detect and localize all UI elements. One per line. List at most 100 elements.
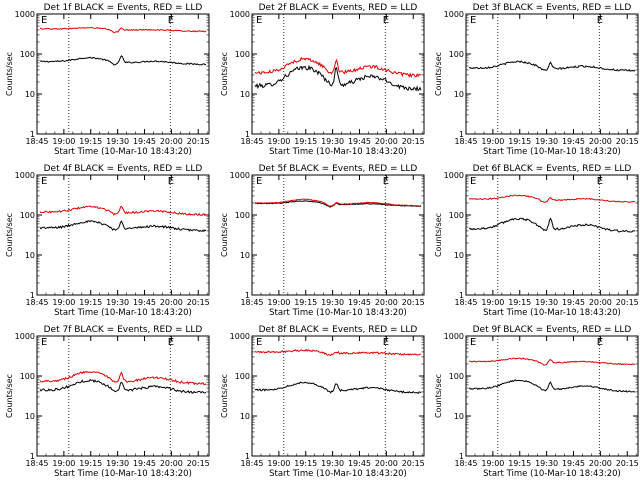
y-tick-label: 1000 bbox=[444, 171, 464, 180]
y-tick-label: 10 bbox=[25, 412, 35, 421]
x-tick-label: 20:15 bbox=[402, 298, 425, 307]
x-tick-label: 19:00 bbox=[52, 298, 75, 307]
y-tick-label: 10 bbox=[25, 251, 35, 260]
y-tick-label: 1 bbox=[245, 452, 250, 461]
y-axis-label: Counts/sec bbox=[220, 213, 229, 257]
event-marker-label: E bbox=[256, 337, 262, 348]
plot-frame bbox=[465, 174, 639, 296]
series-line-black bbox=[39, 220, 207, 233]
x-tick-label: 19:00 bbox=[267, 298, 290, 307]
y-axis-label: Counts/sec bbox=[5, 374, 14, 418]
event-marker-label: E bbox=[470, 15, 476, 26]
y-tick-label: 10 bbox=[454, 412, 464, 421]
y-tick-label: 100 bbox=[449, 211, 464, 220]
x-tick-label: 19:45 bbox=[348, 459, 371, 468]
y-tick-label: 100 bbox=[20, 211, 35, 220]
x-tick-label: 20:15 bbox=[616, 298, 639, 307]
x-tick-label: 20:00 bbox=[160, 137, 183, 146]
x-tick-label: 18:45 bbox=[25, 459, 48, 468]
event-marker-label: E bbox=[168, 337, 174, 348]
event-marker-label: E bbox=[383, 15, 389, 26]
panel-det-1: Det 1f BLACK = Events, RED = LLD E E 1 10 100… bbox=[5, 3, 210, 157]
y-tick-label: 1 bbox=[245, 291, 250, 300]
x-tick-label: 19:00 bbox=[481, 137, 504, 146]
x-tick-label: 19:45 bbox=[133, 459, 156, 468]
x-tick-label: 19:00 bbox=[481, 298, 504, 307]
x-tick-label: 19:15 bbox=[294, 137, 317, 146]
x-axis-label: Start Time (10-Mar-10 18:43:20) bbox=[54, 147, 192, 157]
x-tick-label: 19:30 bbox=[106, 137, 129, 146]
event-marker-label: E bbox=[470, 337, 476, 348]
panel-title: Det 1f BLACK = Events, RED = LLD bbox=[44, 3, 203, 13]
series-line-black bbox=[39, 378, 207, 395]
x-axis-label: Start Time (10-Mar-10 18:43:20) bbox=[54, 469, 192, 479]
panel-title: Det 7f BLACK = Events, RED = LLD bbox=[44, 325, 203, 335]
x-tick-label: 19:45 bbox=[562, 137, 585, 146]
x-axis-label: Start Time (10-Mar-10 18:43:20) bbox=[269, 147, 407, 157]
y-tick-label: 10 bbox=[454, 90, 464, 99]
y-tick-label: 1 bbox=[459, 452, 464, 461]
x-tick-label: 19:15 bbox=[508, 298, 531, 307]
x-tick-label: 19:00 bbox=[267, 137, 290, 146]
plot-frame bbox=[465, 13, 639, 135]
x-tick-label: 19:30 bbox=[535, 298, 558, 307]
panel-det-9: Det 9f BLACK = Events, RED = LLD E E 1 10 100… bbox=[434, 325, 639, 479]
x-tick-label: 18:45 bbox=[454, 137, 477, 146]
y-tick-label: 100 bbox=[20, 50, 35, 59]
y-tick-label: 100 bbox=[449, 50, 464, 59]
event-marker-label: E bbox=[383, 337, 389, 348]
panel-det-6: Det 6f BLACK = Events, RED = LLD E E 1 10 100… bbox=[434, 164, 639, 318]
series-line-red bbox=[39, 26, 207, 34]
y-tick-label: 1000 bbox=[444, 10, 464, 19]
x-tick-label: 20:15 bbox=[616, 459, 639, 468]
y-tick-label: 10 bbox=[240, 90, 250, 99]
series-line-black bbox=[254, 64, 422, 92]
x-tick-label: 20:15 bbox=[187, 459, 210, 468]
y-tick-label: 100 bbox=[235, 211, 250, 220]
x-tick-label: 19:15 bbox=[508, 137, 531, 146]
x-tick-label: 19:30 bbox=[321, 137, 344, 146]
series-line-red bbox=[468, 194, 636, 203]
panel-title: Det 4f BLACK = Events, RED = LLD bbox=[44, 164, 203, 174]
y-tick-label: 1 bbox=[459, 130, 464, 139]
y-axis-label: Counts/sec bbox=[220, 52, 229, 96]
x-tick-label: 20:00 bbox=[589, 298, 612, 307]
panel-det-5: Det 5f BLACK = Events, RED = LLD E E 1 10 100… bbox=[220, 164, 425, 318]
series-line-black bbox=[254, 381, 422, 395]
event-marker-label: E bbox=[41, 15, 47, 26]
x-tick-label: 19:00 bbox=[52, 137, 75, 146]
y-tick-label: 1 bbox=[30, 452, 35, 461]
y-tick-label: 100 bbox=[20, 372, 35, 381]
series-line-red bbox=[468, 357, 636, 366]
x-tick-label: 18:45 bbox=[240, 298, 263, 307]
x-tick-label: 19:15 bbox=[79, 298, 102, 307]
y-tick-label: 1000 bbox=[444, 332, 464, 341]
plot-frame bbox=[251, 335, 425, 457]
event-marker-label: E bbox=[256, 15, 262, 26]
x-tick-label: 20:00 bbox=[589, 137, 612, 146]
x-tick-label: 19:00 bbox=[267, 459, 290, 468]
x-tick-label: 18:45 bbox=[25, 137, 48, 146]
x-tick-label: 20:00 bbox=[589, 459, 612, 468]
panel-det-7: Det 7f BLACK = Events, RED = LLD E E 1 10 100… bbox=[5, 325, 210, 479]
x-axis-label: Start Time (10-Mar-10 18:43:20) bbox=[269, 469, 407, 479]
series-line-black bbox=[468, 217, 636, 233]
y-tick-label: 1000 bbox=[15, 10, 35, 19]
x-tick-label: 19:45 bbox=[133, 298, 156, 307]
series-line-red bbox=[254, 198, 422, 207]
plot-frame bbox=[465, 335, 639, 457]
x-tick-label: 20:00 bbox=[375, 137, 398, 146]
plot-frame bbox=[251, 174, 425, 296]
x-tick-label: 19:15 bbox=[79, 137, 102, 146]
x-tick-label: 20:15 bbox=[402, 137, 425, 146]
x-axis-label: Start Time (10-Mar-10 18:43:20) bbox=[483, 469, 621, 479]
series-line-red bbox=[254, 348, 421, 357]
panel-title: Det 2f BLACK = Events, RED = LLD bbox=[259, 3, 418, 13]
y-tick-label: 1000 bbox=[15, 332, 35, 341]
x-tick-label: 19:45 bbox=[562, 298, 585, 307]
event-marker-label: E bbox=[597, 15, 603, 26]
x-tick-label: 19:45 bbox=[562, 459, 585, 468]
panel-det-3: Det 3f BLACK = Events, RED = LLD E E 1 10 100… bbox=[434, 3, 639, 157]
y-axis-label: Counts/sec bbox=[5, 213, 14, 257]
